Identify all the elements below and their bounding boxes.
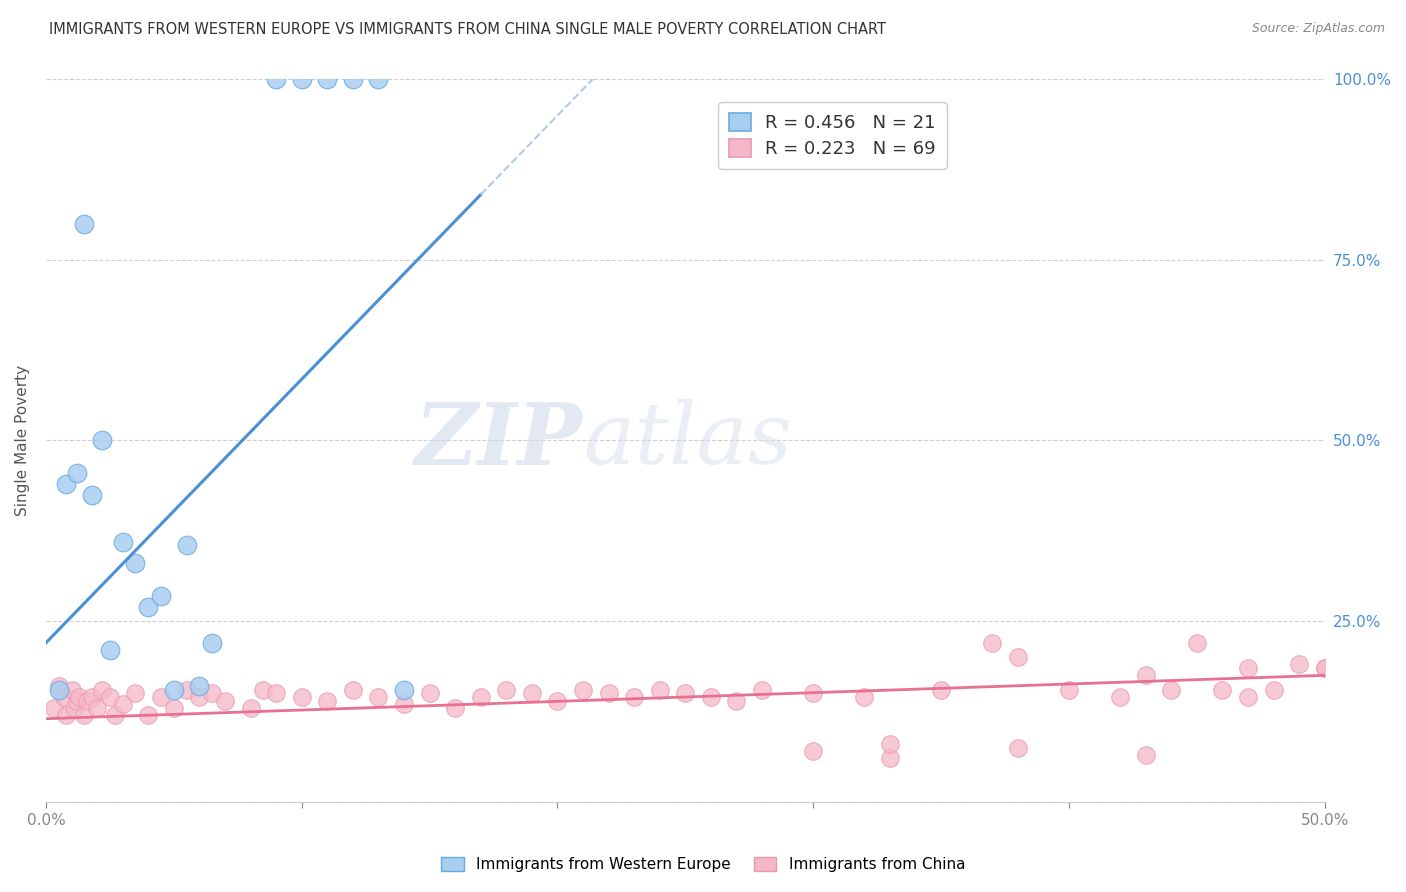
Point (163, 682, 186, 697)
Point (264, 72, 287, 87)
Point (725, 693, 748, 707)
Point (104, 708, 127, 723)
Point (73, 217, 96, 231)
Point (214, 693, 236, 707)
Point (342, 682, 364, 697)
Point (252, 682, 274, 697)
Point (124, 686, 146, 700)
Point (80, 488, 103, 502)
Point (1263, 682, 1285, 697)
Point (76, 693, 98, 707)
Point (1135, 747, 1157, 762)
Legend: Immigrants from Western Europe, Immigrants from China: Immigrants from Western Europe, Immigran… (433, 849, 973, 880)
Point (470, 690, 492, 704)
Point (201, 686, 224, 700)
Point (48, 682, 70, 697)
Point (91, 434, 114, 448)
Point (60, 682, 83, 697)
Point (67, 690, 90, 704)
Point (367, 72, 389, 87)
Point (150, 589, 173, 603)
Point (929, 682, 952, 697)
Point (55, 708, 77, 723)
Point (1288, 657, 1310, 672)
Text: atlas: atlas (583, 399, 792, 482)
Point (291, 72, 314, 87)
Point (316, 72, 339, 87)
Point (648, 682, 671, 697)
Point (1237, 661, 1260, 675)
Point (367, 690, 389, 704)
Point (111, 534, 134, 549)
Point (520, 686, 543, 700)
Point (1007, 650, 1029, 665)
Point (392, 682, 415, 697)
Legend: R = 0.456   N = 21, R = 0.223   N = 69: R = 0.456 N = 21, R = 0.223 N = 69 (718, 103, 946, 169)
Point (291, 690, 314, 704)
Point (188, 679, 211, 693)
Point (1109, 690, 1132, 704)
Point (1237, 690, 1260, 704)
Point (495, 682, 517, 697)
Point (981, 636, 1004, 650)
Point (111, 698, 134, 712)
Point (66, 693, 89, 707)
Point (98, 690, 121, 704)
Point (1313, 661, 1336, 675)
Point (66, 466, 89, 480)
Point (392, 698, 415, 712)
Point (1211, 682, 1233, 697)
Point (176, 682, 198, 697)
Point (136, 708, 159, 723)
Point (598, 686, 620, 700)
Text: ZIP: ZIP (415, 399, 583, 483)
Point (879, 737, 901, 751)
Point (73, 708, 96, 723)
Point (623, 690, 645, 704)
Point (239, 701, 262, 715)
Point (264, 686, 287, 700)
Point (80, 690, 103, 704)
Point (572, 682, 595, 697)
Point (55, 476, 77, 491)
Point (150, 690, 173, 704)
Point (163, 701, 186, 715)
Point (1160, 682, 1182, 697)
Point (673, 686, 696, 700)
Point (853, 690, 876, 704)
Point (1007, 740, 1029, 755)
Point (124, 556, 146, 570)
Point (801, 744, 824, 758)
Point (91, 682, 114, 697)
Point (48, 679, 70, 693)
Point (342, 72, 364, 87)
Point (63, 701, 86, 715)
Point (42, 701, 65, 715)
Point (751, 682, 773, 697)
Point (1185, 636, 1208, 650)
Point (188, 690, 211, 704)
Point (801, 686, 824, 700)
Point (444, 701, 467, 715)
Point (176, 538, 198, 552)
Point (879, 751, 901, 765)
Point (316, 693, 339, 707)
Point (136, 599, 159, 614)
Point (1057, 682, 1080, 697)
Point (1313, 661, 1336, 675)
Point (86, 701, 108, 715)
Point (546, 693, 568, 707)
Text: Source: ZipAtlas.com: Source: ZipAtlas.com (1251, 22, 1385, 36)
Point (1135, 668, 1157, 682)
Point (201, 636, 224, 650)
Point (419, 686, 441, 700)
Point (700, 690, 723, 704)
Point (98, 643, 121, 657)
Point (52, 690, 75, 704)
Text: IMMIGRANTS FROM WESTERN EUROPE VS IMMIGRANTS FROM CHINA SINGLE MALE POVERTY CORR: IMMIGRANTS FROM WESTERN EUROPE VS IMMIGR… (49, 22, 886, 37)
Y-axis label: Single Male Poverty: Single Male Poverty (15, 365, 30, 516)
